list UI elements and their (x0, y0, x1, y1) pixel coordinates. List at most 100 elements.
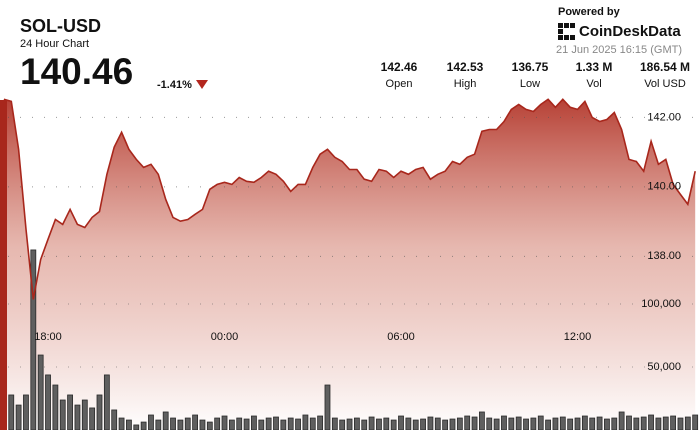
volume-bar (581, 415, 588, 431)
volume-bar (405, 417, 412, 431)
volume-bar (530, 417, 537, 431)
price: 140.46 (20, 51, 133, 92)
down-arrow (196, 80, 208, 89)
volume-bar (339, 419, 346, 431)
volume-bar (523, 418, 529, 431)
volume-bar (8, 394, 15, 431)
price-line (3, 98, 696, 300)
volume-bar (456, 417, 463, 431)
volume-bar (648, 414, 654, 431)
symbol: SOL-USD (20, 16, 101, 36)
volume-bar (537, 415, 544, 431)
stat-label: Vol USD (644, 78, 686, 90)
volume-bar (501, 415, 507, 431)
stat-label: Low (520, 78, 540, 90)
volume-bar (23, 394, 29, 431)
volume-bar (118, 417, 125, 431)
stat-value: 1.33 M (576, 60, 613, 74)
volume-bar (464, 415, 471, 431)
subtitle: 24 Hour Chart (20, 38, 89, 50)
volume-bar (655, 417, 662, 431)
volume-bar (479, 411, 485, 431)
volume-tick-label: 50,000 (647, 361, 681, 373)
volume-bar (545, 419, 551, 431)
volume-bar (420, 418, 426, 431)
volume-bar (221, 415, 228, 431)
volume-bar (37, 354, 44, 431)
stat-label: Vol (586, 78, 601, 90)
volume-bar (670, 415, 677, 431)
stat-label: Open (386, 78, 413, 90)
stat-value: 142.53 (447, 60, 484, 74)
brand-icon (558, 23, 575, 40)
volume-bar (45, 374, 51, 431)
volume-bar (640, 416, 647, 431)
volume-bar (89, 407, 96, 431)
powered-by: Powered by (558, 6, 621, 18)
volume-bar (434, 417, 441, 431)
x-tick-label: 00:00 (211, 331, 239, 343)
volume-bar (684, 416, 691, 431)
volume-bar (251, 415, 257, 431)
timestamp: 21 Jun 2025 16:15 (GMT) (556, 44, 682, 56)
volume-bar (449, 418, 456, 431)
change: -1.41% (157, 79, 192, 91)
volume-bar (626, 415, 632, 431)
x-tick-label: 06:00 (387, 331, 415, 343)
brand: CoinDeskData (579, 23, 681, 40)
volume-bar (618, 411, 625, 431)
volume-bar (302, 414, 309, 431)
volume-bar (265, 417, 272, 431)
volume-bar (662, 416, 669, 431)
volume-bar (74, 404, 81, 431)
volume-bar (236, 417, 243, 431)
volume-bar (243, 418, 250, 431)
volume-bar (574, 417, 581, 431)
volume-tick-label: 100,000 (641, 298, 681, 310)
volume-bar (273, 416, 279, 431)
volume-bar (692, 414, 699, 431)
volume-bar (170, 417, 176, 431)
volume-bar (567, 418, 574, 431)
volume-bar (206, 421, 213, 431)
stat-value: 136.75 (512, 60, 549, 74)
y-tick-label: 142.00 (647, 111, 681, 123)
volume-bar (67, 394, 73, 431)
volume-bar (162, 411, 169, 431)
volume-bar (361, 419, 368, 431)
volume-bar (486, 417, 493, 431)
volume-bar (471, 416, 478, 431)
volume-bar (376, 418, 382, 431)
volume-bar (589, 417, 596, 431)
volume-bar (133, 424, 140, 431)
volume-bar (383, 417, 390, 431)
volume-bar (81, 399, 88, 431)
volume-bar (177, 419, 184, 431)
volume-bar (199, 419, 206, 431)
stat-value: 186.54 M (640, 60, 690, 74)
volume-bar (317, 415, 324, 431)
volume-bar (184, 417, 191, 431)
volume-bar (214, 417, 221, 431)
volume-bar (228, 419, 235, 431)
volume-bar (552, 417, 559, 431)
volume-bar (96, 394, 103, 431)
volume-bar (140, 421, 147, 431)
volume-bar (368, 416, 375, 431)
volume-bar (59, 399, 66, 431)
volume-bar (148, 414, 154, 431)
volume-bar (295, 418, 301, 431)
volume-bar (287, 417, 294, 431)
volume-bar (155, 419, 162, 431)
volume-bar (390, 419, 397, 431)
volume-bar (353, 417, 360, 431)
volume-bar (508, 417, 515, 431)
volume-bar (398, 415, 404, 431)
volume-bar (633, 417, 640, 431)
volume-bar (604, 418, 610, 431)
volume-bar (611, 417, 618, 431)
volume-bar (324, 384, 331, 431)
volume-bar (192, 414, 199, 431)
volume-bar (427, 416, 434, 431)
